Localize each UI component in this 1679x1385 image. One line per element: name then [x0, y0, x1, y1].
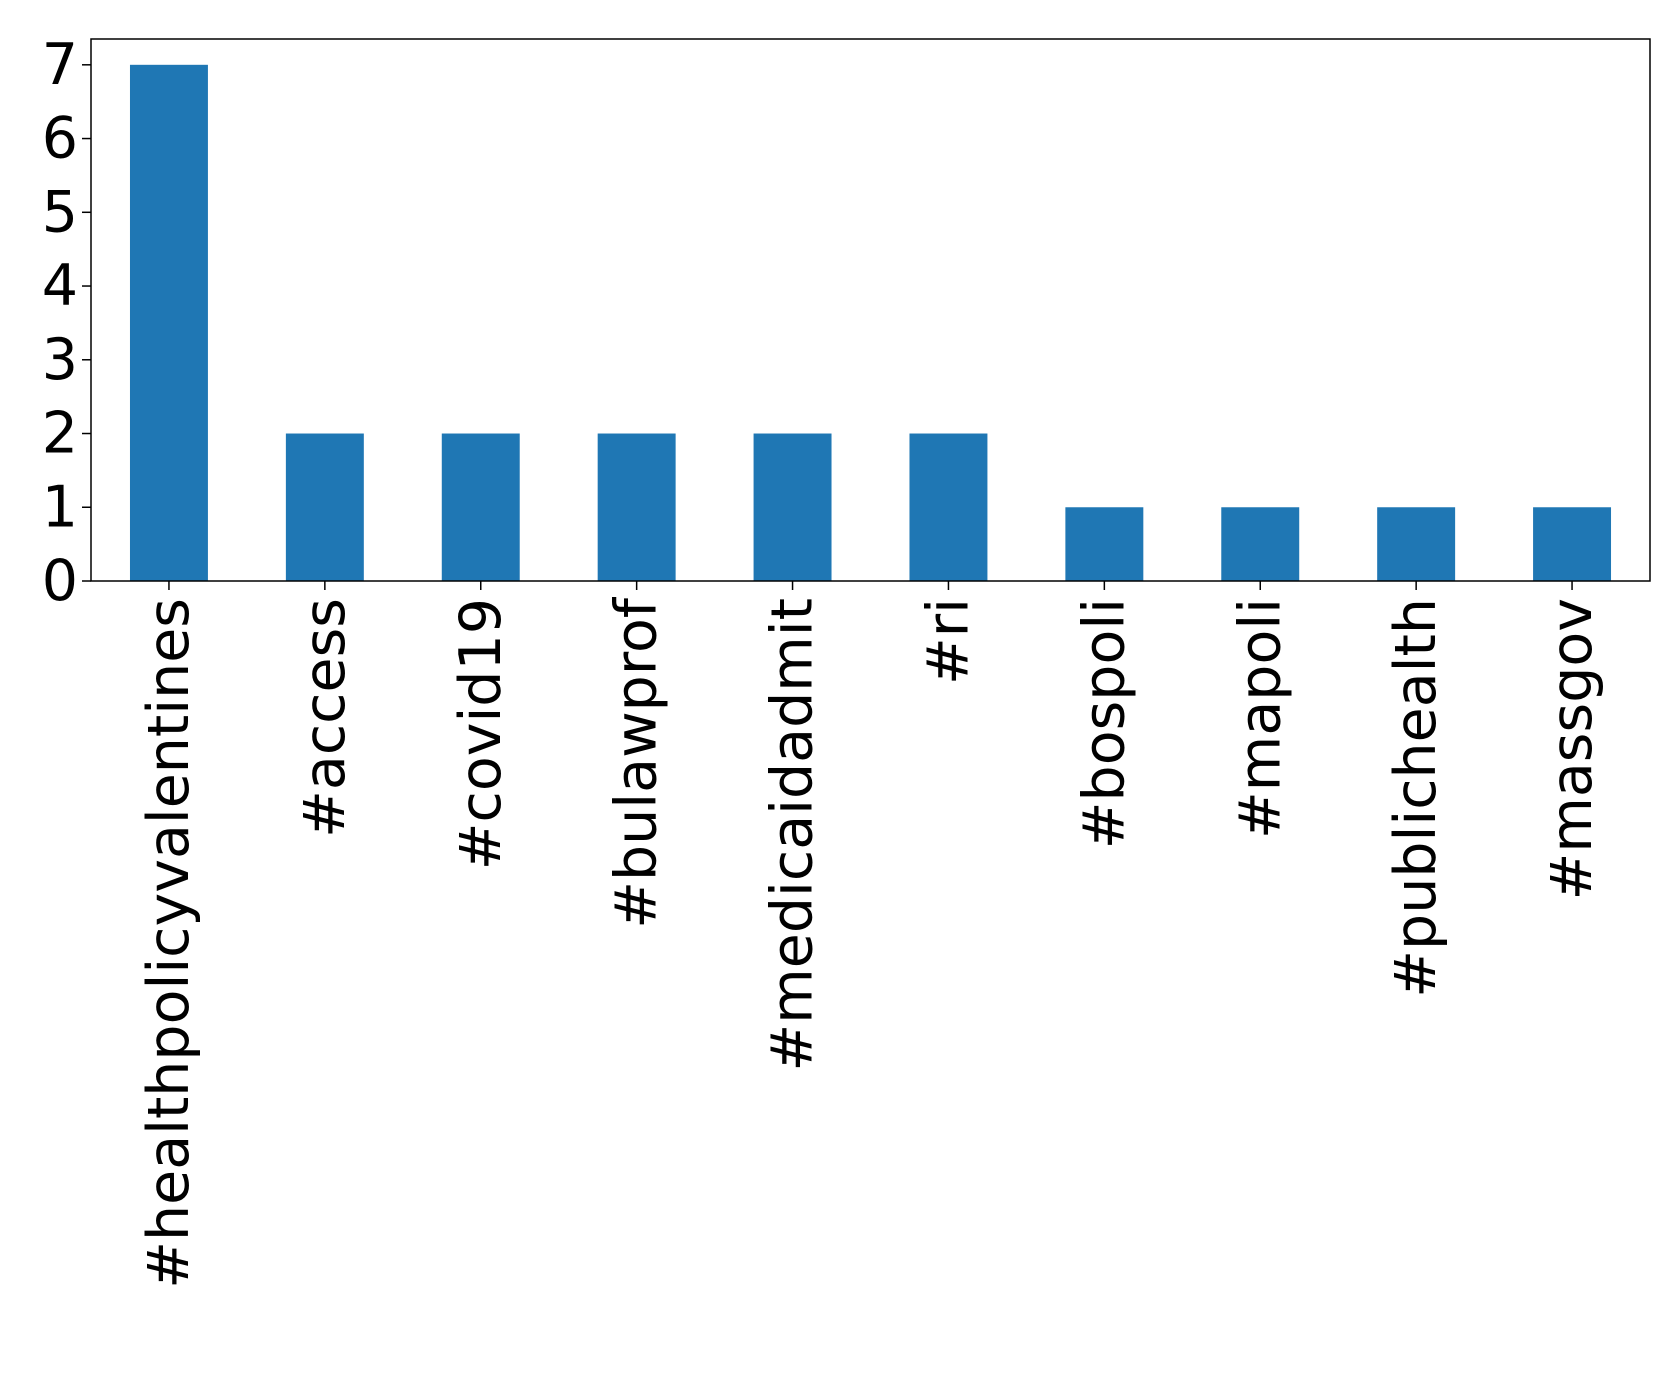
y-axis-ticks: 0 1 2 3 4 5 6 7 [42, 32, 91, 614]
x-tick-label: #healthpolicyvalentines [136, 598, 202, 1289]
bar-ri [909, 433, 988, 581]
bar-mapoli [1221, 507, 1300, 581]
x-tick-label: #bospoli [1071, 598, 1137, 849]
y-tick-label: 6 [42, 106, 78, 172]
y-tick-label: 5 [42, 179, 78, 245]
y-tick-label: 2 [42, 401, 78, 467]
bar-covid19 [441, 433, 520, 581]
bar-publichealth [1377, 507, 1456, 581]
x-tick-label: #covid19 [448, 598, 514, 870]
x-tick-label: #massgov [1539, 598, 1605, 900]
x-tick-label: #publichealth [1383, 598, 1449, 998]
y-tick-label: 4 [42, 253, 78, 319]
bar-medicaidadmit [753, 433, 832, 581]
bar-access [285, 433, 364, 581]
bar-healthpolicyvalentines [129, 64, 208, 582]
x-tick-label: #access [292, 598, 358, 838]
bar-bulawprof [597, 433, 676, 581]
y-tick-label: 0 [42, 548, 78, 614]
bar-bospoli [1065, 507, 1144, 581]
x-tick-label: #ri [915, 598, 981, 685]
x-tick-label: #bulawprof [604, 596, 670, 929]
x-tick-label: #medicaidadmit [760, 598, 826, 1071]
bar-massgov [1533, 507, 1612, 581]
plot-frame [90, 38, 1651, 582]
y-tick-label: 1 [42, 474, 78, 540]
y-tick-label: 7 [42, 32, 78, 98]
x-axis-ticks: #healthpolicyvalentines #access #covid19 #b… [136, 581, 1605, 1289]
y-tick-label: 3 [42, 327, 78, 393]
bars-group [129, 64, 1612, 582]
x-tick-label: #mapoli [1227, 598, 1293, 839]
